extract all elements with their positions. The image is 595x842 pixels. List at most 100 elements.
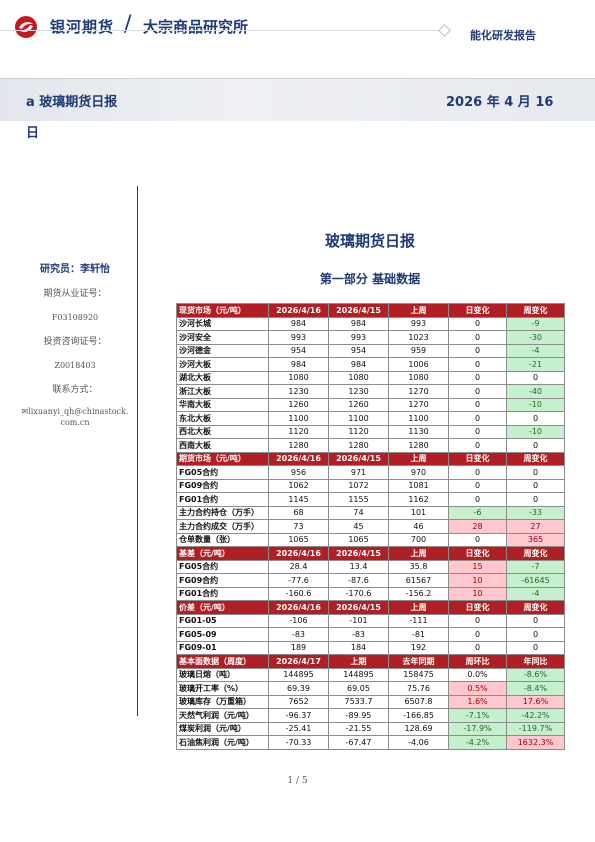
table-cell: -106 <box>268 613 329 628</box>
table-cell: 28 <box>448 519 507 534</box>
row-label: 煤炭利润（元/吨） <box>176 721 269 736</box>
table-cell: -166.85 <box>388 708 449 723</box>
email-text: lixuanyi_qh@chinastock.com.cn <box>28 407 129 427</box>
table-cell: 0 <box>448 370 507 385</box>
table-cell: 0 <box>506 627 565 642</box>
row-label: FG05合约 <box>176 465 269 480</box>
table-cell: 144895 <box>328 667 389 682</box>
table-cell: 1080 <box>268 370 329 385</box>
table-cell: 2026/4/16 <box>268 546 329 561</box>
header-diamond-icon <box>438 24 451 37</box>
table-cell: 1155 <box>328 492 389 507</box>
table-cell: -4 <box>506 586 565 601</box>
row-label: 沙河长城 <box>176 316 269 331</box>
table-cell: 0 <box>448 627 507 642</box>
table-cell: -156.2 <box>388 586 449 601</box>
table-cell: 1230 <box>328 384 389 399</box>
table-cell: 45 <box>328 519 389 534</box>
band-title: a 玻璃期货日报 <box>26 95 118 110</box>
table-cell: -9 <box>506 316 565 331</box>
table-cell: -119.7% <box>506 721 565 736</box>
row-label: FG09-01 <box>176 640 269 655</box>
table-cell: 954 <box>268 343 329 358</box>
division-name: 大宗商品研究所 <box>143 18 249 36</box>
table-cell: 0 <box>506 411 565 426</box>
table-cell: -4.06 <box>388 735 449 750</box>
row-label: FG01合约 <box>176 492 269 507</box>
table-cell: 日变化 <box>448 546 507 561</box>
table-cell: -25.41 <box>268 721 329 736</box>
band-date: 2026 年 4 月 16 <box>446 95 554 110</box>
table-cell: -17.9% <box>448 721 507 736</box>
table-cell: 0 <box>448 438 507 453</box>
table-cell: -83 <box>268 627 329 642</box>
table-cell: 2026/4/17 <box>268 654 329 669</box>
table-cell: 周变化 <box>506 303 565 318</box>
table-row: 湖北大板 1080 1080 1080 0 0 <box>176 370 565 385</box>
table-cell: -8.6% <box>506 667 565 682</box>
table-cell: 13.4 <box>328 559 389 574</box>
table-cell: 15 <box>448 559 507 574</box>
table-section-header: 基本面数据（周度） 2026/4/17 上期 去年同期 周环比 年同比 <box>176 654 565 669</box>
table-cell: 上周 <box>388 451 449 466</box>
row-label: 西南大板 <box>176 438 269 453</box>
table-row: 主力合约持仓（万手） 68 74 101 -6 -33 <box>176 505 565 520</box>
table-row: 东北大板 1100 1100 1100 0 0 <box>176 411 565 426</box>
report-type: 能化研发报告 <box>470 29 536 42</box>
table-cell: 35.8 <box>388 559 449 574</box>
table-cell: 2026/4/15 <box>328 546 389 561</box>
table-cell: 17.6% <box>506 694 565 709</box>
table-cell: 0 <box>448 492 507 507</box>
table-cell: 1280 <box>268 438 329 453</box>
row-label: 东北大板 <box>176 411 269 426</box>
table-cell: -33 <box>506 505 565 520</box>
table-cell: 365 <box>506 532 565 547</box>
table-cell: -4 <box>506 343 565 358</box>
page-number: 1 / 5 <box>287 776 308 786</box>
table-cell: 0 <box>506 613 565 628</box>
row-label: FG05-09 <box>176 627 269 642</box>
table-row: FG09-01 189 184 192 0 0 <box>176 640 565 655</box>
table-row: 沙河长城 984 984 993 0 -9 <box>176 316 565 331</box>
table-cell: -111 <box>388 613 449 628</box>
table-cell: 158475 <box>388 667 449 682</box>
table-cell: 日变化 <box>448 600 507 615</box>
row-label: 价差（元/吨） <box>176 600 269 615</box>
table-cell: 2026/4/15 <box>328 600 389 615</box>
table-cell: 1280 <box>328 438 389 453</box>
table-cell: 周变化 <box>506 546 565 561</box>
table-cell: -70.33 <box>268 735 329 750</box>
table-cell: 10 <box>448 586 507 601</box>
title-band <box>0 78 595 121</box>
table-row: FG05合约 28.4 13.4 35.8 15 -7 <box>176 559 565 574</box>
row-label: 华南大板 <box>176 397 269 412</box>
table-cell: 上期 <box>328 654 389 669</box>
table-cell: 2026/4/16 <box>268 451 329 466</box>
analyst-sidebar: 研究员：李轩怡 期货从业证号： F03108920 投资咨询证号： Z00184… <box>20 262 130 428</box>
table-cell: 1080 <box>328 370 389 385</box>
table-cell: 1632.3% <box>506 735 565 750</box>
table-cell: 0 <box>448 397 507 412</box>
table-cell: 1120 <box>328 424 389 439</box>
table-row: 沙河德金 954 954 959 0 -4 <box>176 343 565 358</box>
table-cell: 0 <box>448 384 507 399</box>
table-cell: 192 <box>388 640 449 655</box>
table-row: 主力合约成交（万手） 73 45 46 28 27 <box>176 519 565 534</box>
table-section-header: 期货市场（元/吨） 2026/4/16 2026/4/15 上周 日变化 周变化 <box>176 451 565 466</box>
data-table: 现货市场（元/吨） 2026/4/16 2026/4/15 上周 日变化 周变化 沙河长城 9… <box>176 303 565 750</box>
table-cell: 年同比 <box>506 654 565 669</box>
table-cell: 959 <box>388 343 449 358</box>
table-cell: 1006 <box>388 357 449 372</box>
table-cell: 61567 <box>388 573 449 588</box>
row-label: 主力合约成交（万手） <box>176 519 269 534</box>
table-cell: 1280 <box>388 438 449 453</box>
row-label: 浙江大板 <box>176 384 269 399</box>
table-cell: 周变化 <box>506 600 565 615</box>
table-row: 华南大板 1260 1260 1270 0 -10 <box>176 397 565 412</box>
table-cell: 144895 <box>268 667 329 682</box>
table-section-header: 价差（元/吨） 2026/4/16 2026/4/15 上周 日变化 周变化 <box>176 600 565 615</box>
table-cell: 1100 <box>328 411 389 426</box>
table-cell: 971 <box>328 465 389 480</box>
contact-email[interactable]: ✉lixuanyi_qh@chinastock.com.cn <box>20 406 130 428</box>
table-cell: -7.1% <box>448 708 507 723</box>
